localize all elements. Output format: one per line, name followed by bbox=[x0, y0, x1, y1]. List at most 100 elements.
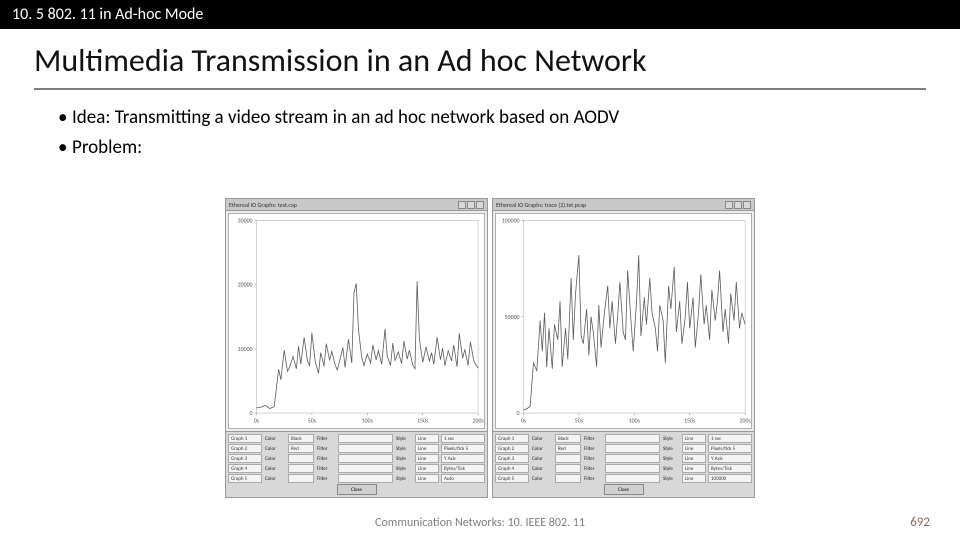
style-label: Style bbox=[395, 434, 413, 443]
close-button[interactable]: Close bbox=[604, 484, 644, 495]
color-label: Color bbox=[531, 434, 553, 443]
graph-select[interactable]: Graph 5 bbox=[228, 474, 262, 483]
filter-input[interactable] bbox=[605, 444, 660, 453]
extra-field[interactable]: Pixels/tick 5 bbox=[708, 444, 752, 453]
line-chart: 01000020000300000s50s100s150s200s bbox=[229, 214, 484, 428]
filter-label: Filter bbox=[583, 434, 603, 443]
style-label: Style bbox=[662, 464, 680, 473]
control-row: Graph 1ColorBlackFilterStyleLine1 sec bbox=[228, 434, 485, 443]
style-select[interactable]: Line bbox=[682, 444, 706, 453]
close-icon[interactable] bbox=[743, 201, 751, 209]
filter-label: Filter bbox=[316, 474, 336, 483]
window-title: Ethereal IO Graphs: trace (2).txt.pcap bbox=[496, 201, 725, 209]
section-header: 10. 5 802. 11 in Ad-hoc Mode bbox=[0, 0, 960, 29]
color-select[interactable] bbox=[555, 474, 581, 483]
graph-select[interactable]: Graph 5 bbox=[495, 474, 529, 483]
filter-input[interactable] bbox=[338, 454, 393, 463]
bullet-list: Idea: Transmitting a video stream in an … bbox=[0, 104, 960, 161]
plot-area-right: 0500001000000s50s100s150s200s bbox=[495, 213, 752, 429]
style-label: Style bbox=[395, 464, 413, 473]
control-row: Graph 4ColorFilterStyleLineBytes/Tick bbox=[495, 464, 752, 473]
graph-select[interactable]: Graph 4 bbox=[495, 464, 529, 473]
filter-label: Filter bbox=[316, 464, 336, 473]
svg-text:200s: 200s bbox=[740, 416, 751, 424]
close-icon[interactable] bbox=[476, 201, 484, 209]
filter-input[interactable] bbox=[605, 434, 660, 443]
extra-field[interactable]: Auto bbox=[441, 474, 485, 483]
color-select[interactable]: Red bbox=[555, 444, 581, 453]
color-select[interactable]: Black bbox=[555, 434, 581, 443]
graph-select[interactable]: Graph 1 bbox=[228, 434, 262, 443]
slide: 10. 5 802. 11 in Ad-hoc Mode Multimedia … bbox=[0, 0, 960, 540]
filter-input[interactable] bbox=[338, 474, 393, 483]
maximize-icon[interactable] bbox=[467, 201, 475, 209]
style-select[interactable]: Line bbox=[682, 434, 706, 443]
color-label: Color bbox=[264, 434, 286, 443]
filter-input[interactable] bbox=[338, 444, 393, 453]
controls-left: Graph 1ColorBlackFilterStyleLine1 secGra… bbox=[226, 431, 487, 497]
svg-text:100s: 100s bbox=[362, 416, 374, 424]
plot-area-left: 01000020000300000s50s100s150s200s bbox=[228, 213, 485, 429]
graph-select[interactable]: Graph 4 bbox=[228, 464, 262, 473]
extra-field[interactable]: 1 sec bbox=[441, 434, 485, 443]
color-select[interactable] bbox=[288, 474, 314, 483]
graph-select[interactable]: Graph 2 bbox=[495, 444, 529, 453]
minimize-icon[interactable] bbox=[725, 201, 733, 209]
filter-label: Filter bbox=[583, 464, 603, 473]
filter-input[interactable] bbox=[338, 434, 393, 443]
style-select[interactable]: Line bbox=[415, 474, 439, 483]
control-row: Graph 3ColorFilterStyleLineY Axis bbox=[495, 454, 752, 463]
color-select[interactable] bbox=[288, 464, 314, 473]
close-button[interactable]: Close bbox=[337, 484, 377, 495]
extra-field[interactable]: Bytes/Tick bbox=[708, 464, 752, 473]
graph-select[interactable]: Graph 3 bbox=[495, 454, 529, 463]
filter-input[interactable] bbox=[605, 474, 660, 483]
control-row: Graph 2ColorRedFilterStyleLinePixels/tic… bbox=[228, 444, 485, 453]
extra-field[interactable]: Y Axis bbox=[708, 454, 752, 463]
style-select[interactable]: Line bbox=[682, 454, 706, 463]
graph-select[interactable]: Graph 1 bbox=[495, 434, 529, 443]
color-select[interactable]: Red bbox=[288, 444, 314, 453]
control-row: Graph 4ColorFilterStyleLineBytes/Tick bbox=[228, 464, 485, 473]
extra-field[interactable]: 100000 bbox=[708, 474, 752, 483]
extra-field[interactable]: Bytes/Tick bbox=[441, 464, 485, 473]
maximize-icon[interactable] bbox=[734, 201, 742, 209]
filter-input[interactable] bbox=[605, 454, 660, 463]
color-select[interactable] bbox=[555, 454, 581, 463]
filter-input[interactable] bbox=[338, 464, 393, 473]
color-select[interactable] bbox=[288, 454, 314, 463]
color-select[interactable]: Black bbox=[288, 434, 314, 443]
svg-text:100000: 100000 bbox=[502, 216, 520, 224]
style-label: Style bbox=[395, 444, 413, 453]
style-label: Style bbox=[662, 444, 680, 453]
color-label: Color bbox=[531, 454, 553, 463]
svg-text:50000: 50000 bbox=[505, 313, 520, 321]
chart-window-left: Ethereal IO Graphs: test.cap 01000020000… bbox=[225, 198, 488, 498]
graph-select[interactable]: Graph 2 bbox=[228, 444, 262, 453]
color-label: Color bbox=[531, 444, 553, 453]
svg-text:50s: 50s bbox=[308, 416, 317, 424]
titlebar: Ethereal IO Graphs: test.cap bbox=[226, 199, 487, 211]
color-select[interactable] bbox=[555, 464, 581, 473]
minimize-icon[interactable] bbox=[458, 201, 466, 209]
window-buttons bbox=[458, 201, 484, 209]
style-select[interactable]: Line bbox=[415, 444, 439, 453]
svg-text:200s: 200s bbox=[473, 416, 484, 424]
style-select[interactable]: Line bbox=[415, 434, 439, 443]
svg-text:100s: 100s bbox=[629, 416, 641, 424]
filter-input[interactable] bbox=[605, 464, 660, 473]
style-select[interactable]: Line bbox=[415, 464, 439, 473]
graph-select[interactable]: Graph 3 bbox=[228, 454, 262, 463]
extra-field[interactable]: 1 sec bbox=[708, 434, 752, 443]
style-select[interactable]: Line bbox=[682, 464, 706, 473]
svg-text:0s: 0s bbox=[521, 416, 527, 424]
chart-window-right: Ethereal IO Graphs: trace (2).txt.pcap 0… bbox=[492, 198, 755, 498]
extra-field[interactable]: Y Axis bbox=[441, 454, 485, 463]
style-select[interactable]: Line bbox=[682, 474, 706, 483]
color-label: Color bbox=[531, 474, 553, 483]
svg-text:0: 0 bbox=[517, 409, 520, 417]
style-select[interactable]: Line bbox=[415, 454, 439, 463]
extra-field[interactable]: Pixels/tick 5 bbox=[441, 444, 485, 453]
control-row: Graph 1ColorBlackFilterStyleLine1 sec bbox=[495, 434, 752, 443]
svg-text:30000: 30000 bbox=[238, 216, 253, 224]
